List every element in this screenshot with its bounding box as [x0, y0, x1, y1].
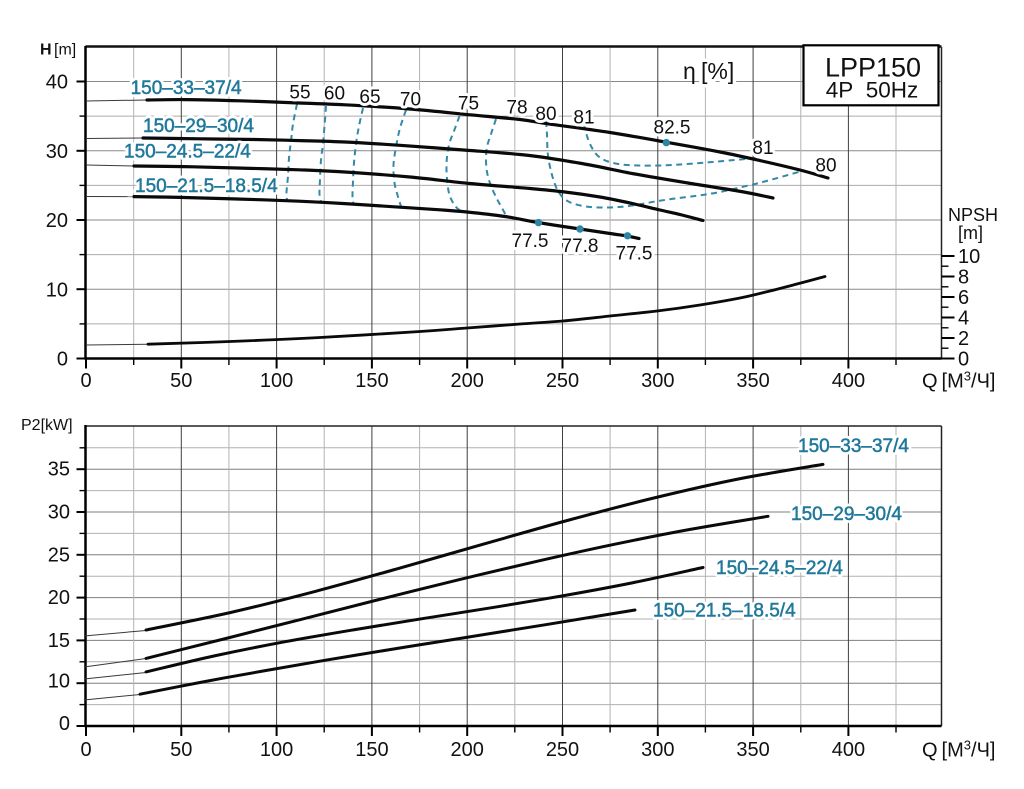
svg-text:150–21.5–18.5/4: 150–21.5–18.5/4	[653, 601, 796, 622]
svg-text:200: 200	[451, 370, 484, 392]
svg-text:150: 150	[355, 739, 388, 761]
svg-text:70: 70	[400, 90, 421, 111]
svg-text:10: 10	[48, 671, 70, 693]
svg-text:15: 15	[48, 630, 70, 652]
svg-text:2: 2	[958, 328, 969, 350]
svg-text:65: 65	[359, 87, 380, 108]
svg-text:400: 400	[832, 739, 865, 761]
svg-text:150–24.5–22/4: 150–24.5–22/4	[716, 558, 843, 579]
svg-text:30: 30	[46, 141, 68, 163]
svg-text:[m]: [m]	[54, 42, 76, 59]
svg-text:Q [М3/Ч]: Q [М3/Ч]	[922, 738, 995, 762]
svg-text:150–33–37/4: 150–33–37/4	[798, 436, 909, 457]
svg-text:Q [М3/Ч]: Q [М3/Ч]	[922, 369, 995, 393]
svg-text:350: 350	[736, 370, 769, 392]
svg-text:0: 0	[958, 349, 969, 371]
svg-text:[%]: [%]	[701, 58, 734, 84]
svg-text:100: 100	[260, 370, 293, 392]
svg-text:NPSH: NPSH	[948, 205, 998, 225]
svg-text:0: 0	[80, 739, 91, 761]
svg-text:400: 400	[832, 370, 865, 392]
svg-text:P2[kW]: P2[kW]	[21, 417, 73, 434]
svg-text:100: 100	[260, 739, 293, 761]
svg-text:80: 80	[815, 156, 836, 177]
svg-text:150–33–37/4: 150–33–37/4	[131, 78, 242, 99]
svg-text:η: η	[683, 58, 696, 84]
svg-text:0: 0	[59, 713, 70, 735]
svg-text:200: 200	[451, 739, 484, 761]
svg-text:78: 78	[506, 98, 527, 119]
svg-text:150–24.5–22/4: 150–24.5–22/4	[124, 142, 251, 163]
svg-text:77.5: 77.5	[512, 231, 549, 252]
svg-text:H: H	[40, 42, 52, 59]
svg-text:30: 30	[48, 502, 70, 524]
svg-text:250: 250	[546, 739, 579, 761]
svg-text:0: 0	[80, 370, 91, 392]
svg-text:10: 10	[46, 279, 68, 301]
svg-text:40: 40	[46, 72, 68, 94]
svg-text:82.5: 82.5	[654, 118, 691, 139]
svg-text:350: 350	[736, 739, 769, 761]
svg-text:77.8: 77.8	[562, 236, 599, 257]
svg-text:81: 81	[573, 108, 594, 129]
svg-text:25: 25	[48, 544, 70, 566]
svg-text:250: 250	[546, 370, 579, 392]
svg-text:20: 20	[46, 210, 68, 232]
svg-text:150–29–30/4: 150–29–30/4	[143, 116, 254, 137]
svg-text:10: 10	[958, 246, 980, 268]
svg-text:8: 8	[958, 267, 969, 289]
svg-text:75: 75	[458, 94, 479, 115]
svg-text:6: 6	[958, 287, 969, 309]
svg-text:60: 60	[324, 84, 345, 105]
svg-text:150: 150	[355, 370, 388, 392]
svg-text:300: 300	[641, 370, 674, 392]
svg-text:[m]: [m]	[958, 223, 983, 243]
svg-text:81: 81	[752, 138, 773, 159]
svg-text:50: 50	[170, 370, 192, 392]
svg-text:4: 4	[958, 308, 969, 330]
svg-text:50: 50	[170, 739, 192, 761]
svg-text:55: 55	[289, 83, 310, 104]
svg-text:4P 50Hz: 4P 50Hz	[826, 78, 919, 103]
svg-text:35: 35	[48, 459, 70, 481]
svg-text:150–21.5–18.5/4: 150–21.5–18.5/4	[135, 176, 278, 197]
svg-text:150–29–30/4: 150–29–30/4	[791, 504, 902, 525]
svg-text:0: 0	[57, 349, 68, 371]
svg-text:20: 20	[48, 587, 70, 609]
svg-text:80: 80	[535, 104, 556, 125]
svg-text:300: 300	[641, 739, 674, 761]
svg-text:77.5: 77.5	[616, 244, 653, 265]
